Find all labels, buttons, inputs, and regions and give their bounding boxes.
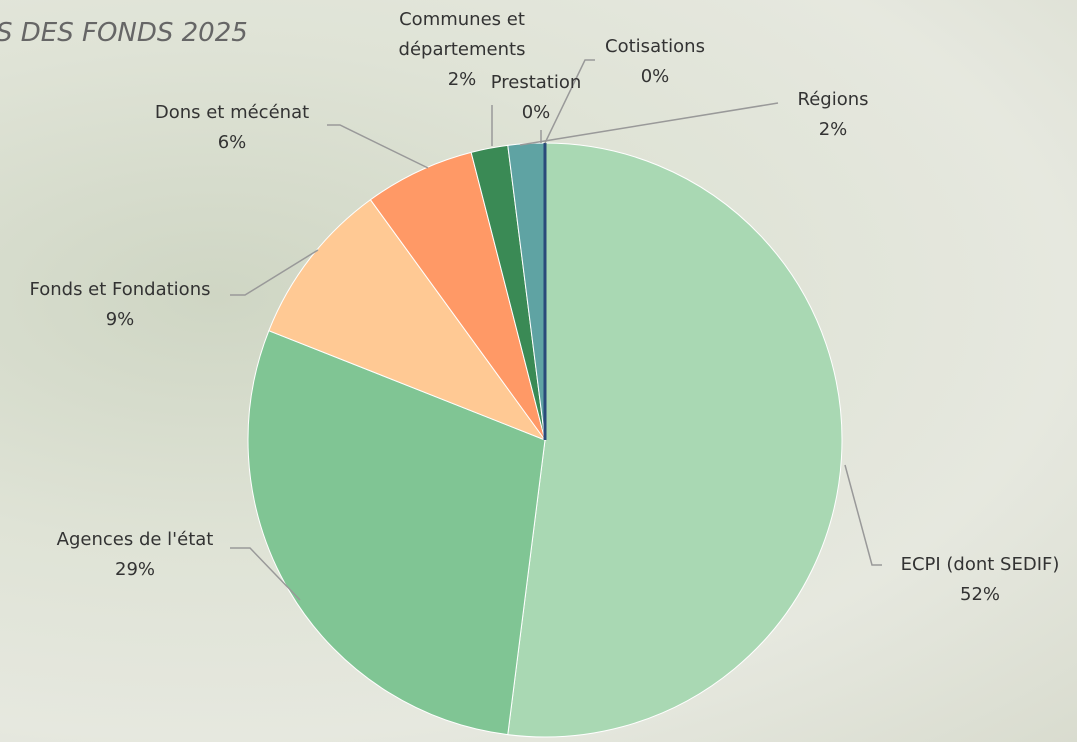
slice-label: Prestation <box>490 72 582 93</box>
slice-value-label: 2% <box>818 119 848 140</box>
pie-slice <box>507 142 843 738</box>
slice-value-label: 29% <box>114 559 156 580</box>
slice-value-label: 6% <box>217 132 247 153</box>
slice-label: ECPI (dont SEDIF) <box>900 554 1060 575</box>
leader-line <box>230 249 319 296</box>
leader-line <box>230 547 301 601</box>
slice-value-label: 2% <box>447 69 477 90</box>
slice-label: Cotisations <box>605 36 705 57</box>
slice-value-label: 52% <box>959 584 1001 605</box>
pie-slice <box>247 330 546 736</box>
slice-value-label: 0% <box>521 102 551 123</box>
leader-line <box>844 464 882 566</box>
slice-label: Fonds et Fondations <box>29 279 211 300</box>
leader-line <box>544 59 595 144</box>
leader-line <box>327 124 429 169</box>
slice-label: Communes et départements <box>398 9 526 60</box>
slice-value-label: 0% <box>640 66 670 87</box>
pie-slice <box>268 199 547 442</box>
leader-line <box>519 102 779 146</box>
slice-label: Régions <box>797 89 869 110</box>
slice-label: Agences de l'état <box>56 529 214 550</box>
slice-value-label: 9% <box>105 309 135 330</box>
chart-title: S DES FONDS 2025 <box>0 18 248 48</box>
slice-label: Dons et mécénat <box>154 102 310 123</box>
